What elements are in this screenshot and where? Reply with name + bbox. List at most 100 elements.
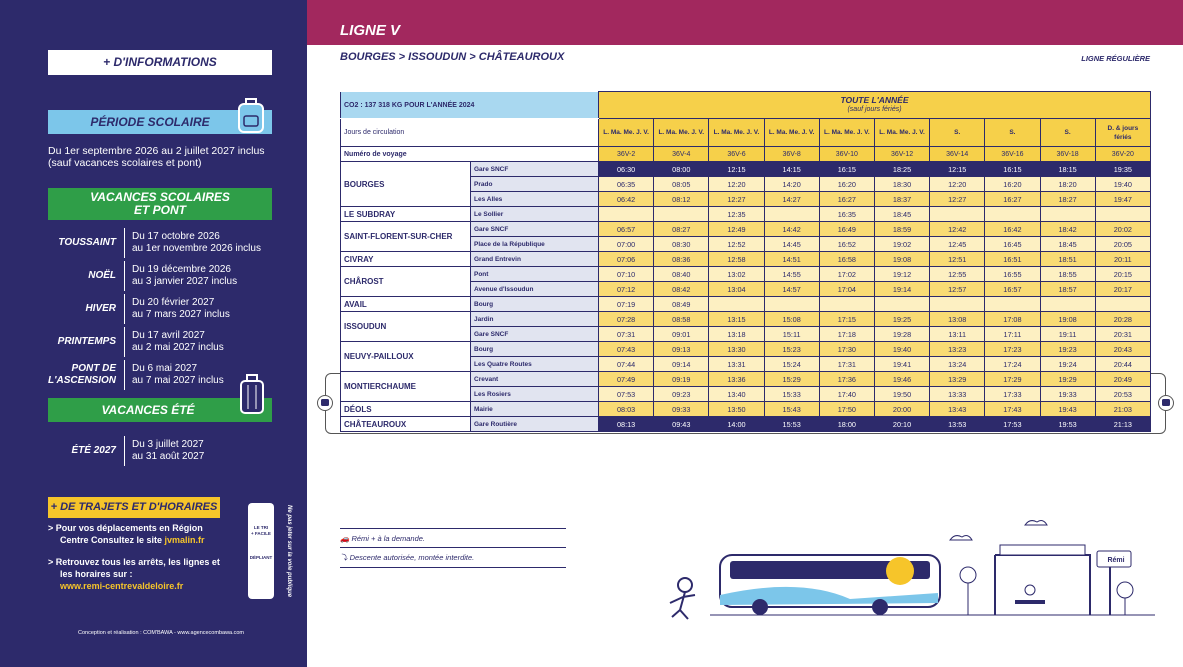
stop: Mairie <box>470 401 599 417</box>
time-cell: 16:27 <box>818 191 875 207</box>
stop: Prado <box>470 176 599 192</box>
time-cell: 13:30 <box>708 341 765 357</box>
time-cell: 08:05 <box>653 176 710 192</box>
time-cell: 08:58 <box>653 311 710 327</box>
time-cell: 15:23 <box>763 341 820 357</box>
day-cell: S. <box>1039 118 1096 147</box>
time-cell: 06:35 <box>597 176 655 192</box>
time-cell: 20:00 <box>873 401 931 417</box>
time-cell: 18:00 <box>818 416 875 432</box>
stop-row: Avenue d'Issoudun 07:12 08:42 13:04 14:57 17:… <box>341 281 1152 297</box>
holiday-row: PRINTEMPS Du 17 avril 2027 au 2 mai 2027 i… <box>48 325 272 359</box>
trips-row: Numéro de voyage 36V-2 36V-4 36V-6 36V-8 36V-… <box>340 146 1152 162</box>
time-cell: 18:55 <box>1039 266 1096 282</box>
time-cell: 19:24 <box>1039 356 1096 372</box>
time-cell: 14:55 <box>763 266 820 282</box>
time-cell: 09:43 <box>653 416 710 432</box>
stop-row: CHÂTEAUROUX Gare Routière 08:13 09:43 14:00 1… <box>340 416 1152 432</box>
period-name: NOËL <box>88 270 116 281</box>
text: Du 3 juillet 2027 <box>132 439 204 450</box>
time-cell: 18:45 <box>1039 236 1096 252</box>
time-cell: 16:20 <box>818 176 875 192</box>
time-cell: 19:47 <box>1094 191 1152 207</box>
legend-item: Rémi + à la demande. <box>351 534 426 543</box>
text: Du 1er septembre 2026 au 2 juillet 2027 … <box>48 145 265 157</box>
time-cell: 20:49 <box>1094 371 1152 387</box>
time-cell: 09:01 <box>653 326 710 342</box>
town: LE SUBDRAY <box>340 206 471 222</box>
link[interactable]: www.remi-centrevaldeloire.fr <box>60 581 184 591</box>
time-cell: 16:35 <box>818 206 875 222</box>
time-cell <box>763 296 820 312</box>
time-cell: 15:33 <box>763 386 820 402</box>
time-cell: 17:23 <box>984 341 1041 357</box>
time-cell <box>929 296 986 312</box>
time-cell: 09:19 <box>653 371 710 387</box>
text: Du 17 avril 2027 <box>132 330 205 341</box>
time-cell: 18:59 <box>873 221 931 237</box>
time-cell: 17:50 <box>818 401 875 417</box>
time-cell: 19:11 <box>1039 326 1096 342</box>
stop: Les Quatre Routes <box>470 356 599 372</box>
holidays-title: VACANCES SCOLAIRES ET PONT <box>48 188 272 220</box>
trip-cell: 36V-14 <box>929 146 986 162</box>
text: au 31 août 2027 <box>132 451 205 462</box>
stop: Grand Entrevin <box>470 251 599 267</box>
time-cell: 15:08 <box>763 311 820 327</box>
stop: Les Rosiers <box>470 386 599 402</box>
time-cell: 07:06 <box>597 251 655 267</box>
stop-row: BOURGES Gare SNCF 06:30 08:00 12:15 14:15 16:1… <box>340 161 1152 207</box>
time-cell: 08:30 <box>653 236 710 252</box>
text: (sauf vacances scolaires et pont) <box>48 157 202 169</box>
time-cell: 20:44 <box>1094 356 1152 372</box>
time-cell: 12:15 <box>708 161 765 177</box>
separator <box>124 294 125 324</box>
bus-icon <box>317 395 333 411</box>
time-cell: 17:08 <box>984 311 1041 327</box>
time-cell: 15:43 <box>763 401 820 417</box>
time-cell: 15:29 <box>763 371 820 387</box>
time-cell: 17:43 <box>984 401 1041 417</box>
time-cell: 13:04 <box>708 281 765 297</box>
time-cell: 13:50 <box>708 401 765 417</box>
period-name: PRINTEMPS <box>57 336 116 347</box>
period-name: TOUSSAINT <box>58 237 116 248</box>
time-cell: 17:31 <box>818 356 875 372</box>
stop-row: LE SUBDRAY Le Sollier 12:35 16:35 18:45 <box>340 206 1152 222</box>
time-cell: 18:37 <box>873 191 931 207</box>
time-cell: 07:44 <box>597 356 655 372</box>
time-cell: 18:57 <box>1039 281 1096 297</box>
sidebar: + D'INFORMATIONS PÉRIODE SCOLAIRE Du 1er… <box>0 0 307 667</box>
line-title: LIGNE V <box>340 22 401 39</box>
time-cell: 08:49 <box>653 296 710 312</box>
town: SAINT-FLORENT-SUR-CHER <box>340 221 471 252</box>
time-cell: 12:49 <box>708 221 765 237</box>
time-cell: 13:43 <box>929 401 986 417</box>
period-dates: Du 20 février 2027 au 7 mars 2027 inclus <box>132 297 230 321</box>
text: au 3 janvier 2027 inclus <box>132 276 238 287</box>
town: NEUVY-PAILLOUX <box>340 341 471 372</box>
time-cell <box>929 206 986 222</box>
text: au 2 mai 2027 inclus <box>132 342 224 353</box>
time-cell: 20:17 <box>1094 281 1152 297</box>
time-cell: 19:23 <box>1039 341 1096 357</box>
time-cell: 20:15 <box>1094 266 1152 282</box>
time-cell: 16:27 <box>984 191 1041 207</box>
time-cell: 19:08 <box>873 251 931 267</box>
time-cell: 12:45 <box>929 236 986 252</box>
time-cell: 09:23 <box>653 386 710 402</box>
link[interactable]: jvmalin.fr <box>164 535 205 545</box>
time-cell <box>708 296 765 312</box>
time-cell: 07:10 <box>597 266 655 282</box>
time-cell: 12:35 <box>708 206 765 222</box>
stop: Avenue d'Issoudun <box>470 281 599 297</box>
trip-cell: 36V-6 <box>708 146 765 162</box>
time-cell: 08:12 <box>653 191 710 207</box>
separator <box>124 360 125 390</box>
time-cell: 07:28 <box>597 311 655 327</box>
text: Du 19 décembre 2026 <box>132 264 231 275</box>
time-cell: 19:29 <box>1039 371 1096 387</box>
time-cell: 19:08 <box>1039 311 1096 327</box>
time-cell <box>1039 206 1096 222</box>
time-cell <box>984 206 1041 222</box>
